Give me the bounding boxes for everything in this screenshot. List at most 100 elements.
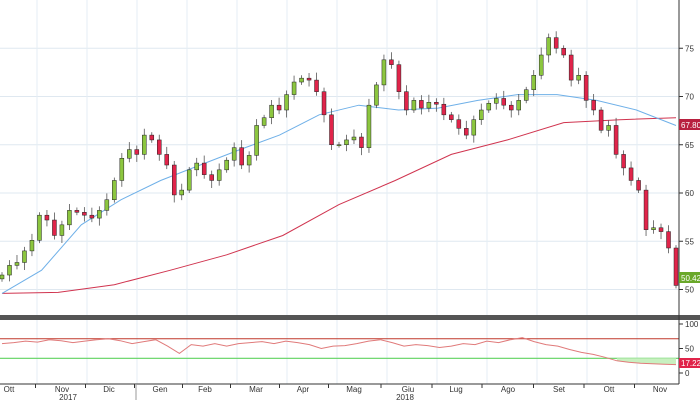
month-label: Mar <box>249 385 263 394</box>
candle-body <box>269 104 274 118</box>
candle-body <box>179 189 184 196</box>
candle-body <box>523 89 529 101</box>
candle-body <box>396 64 402 92</box>
candle <box>89 207 95 223</box>
candles <box>0 31 679 289</box>
month-label: Lug <box>449 385 462 394</box>
candle-body <box>284 94 289 111</box>
candle <box>359 132 364 156</box>
candle <box>224 157 229 173</box>
month-label: Ott <box>604 385 615 394</box>
candle-body <box>29 240 35 252</box>
candle-body <box>494 98 499 104</box>
candle <box>576 67 581 85</box>
candle <box>404 85 409 116</box>
candle-body <box>104 199 110 211</box>
candle <box>37 212 42 244</box>
candle <box>246 151 252 173</box>
candle <box>52 212 57 240</box>
candle <box>636 177 641 193</box>
candle <box>97 206 102 226</box>
time-axis: Ott Nov Dic Gen Feb Mar Apr Mag Giu Lug Ago Set Ott N… <box>4 384 667 400</box>
candle-body <box>598 109 604 131</box>
candle <box>516 93 521 116</box>
candle <box>366 98 372 153</box>
candle-body <box>359 136 364 148</box>
candle <box>381 54 387 92</box>
candle-body <box>112 180 117 201</box>
candle <box>231 142 237 167</box>
month-label: Mag <box>346 385 362 394</box>
candle-body <box>404 91 409 111</box>
candle <box>59 220 65 243</box>
candle-body <box>0 274 5 280</box>
candle-body <box>186 169 192 191</box>
close-last-tag: 50.4200 <box>679 272 700 283</box>
candle <box>22 246 27 271</box>
candle-body <box>336 144 342 146</box>
candle-body <box>479 109 484 120</box>
candle-body <box>254 125 259 156</box>
candle <box>104 193 110 216</box>
month-label: Gen <box>152 385 167 394</box>
candle-body <box>246 155 252 166</box>
candle-body <box>643 189 649 230</box>
price-tick-label: 65 <box>685 141 694 150</box>
candle-body <box>613 125 619 155</box>
candle <box>269 99 274 125</box>
candle-body <box>52 219 57 236</box>
candle-body <box>216 169 222 181</box>
candle-body <box>576 75 581 81</box>
candle <box>568 49 574 87</box>
candle <box>74 207 80 216</box>
candle-body <box>149 134 155 141</box>
candle <box>134 145 140 162</box>
candle-body <box>546 37 551 56</box>
moving-averages <box>1 94 677 294</box>
candle-body <box>344 139 349 146</box>
candle <box>583 71 589 108</box>
candle-body <box>666 231 671 249</box>
candle-body <box>381 59 387 86</box>
candle <box>284 90 289 118</box>
panel-divider[interactable] <box>0 315 700 320</box>
candle <box>82 207 87 222</box>
candle <box>396 60 402 100</box>
candle <box>164 146 170 170</box>
candle-body <box>486 103 492 111</box>
candle <box>209 170 214 188</box>
candle-body <box>82 212 87 216</box>
candle-body <box>231 147 237 161</box>
candle-body <box>22 250 27 263</box>
candle <box>14 254 20 270</box>
candle <box>149 132 155 143</box>
rsi-tick-label: 0 <box>685 369 690 378</box>
price-tick-label: 75 <box>685 44 694 53</box>
candle-body <box>651 227 656 230</box>
candle-body <box>59 224 65 236</box>
candle-body <box>37 214 42 241</box>
ma-long-last-tag: 67.8031 <box>679 119 700 130</box>
candle-body <box>561 48 566 56</box>
candle <box>0 272 5 282</box>
candle <box>508 101 514 118</box>
month-label: Ago <box>501 385 516 394</box>
candle-body <box>157 139 162 155</box>
candle <box>239 140 244 170</box>
year-label: 2018 <box>396 393 414 400</box>
candle-body <box>306 77 312 81</box>
candle <box>426 94 432 113</box>
candle <box>67 204 72 231</box>
candle <box>194 157 199 177</box>
candle <box>261 114 267 129</box>
candle-body <box>531 75 536 90</box>
candle <box>216 163 222 186</box>
candle-body <box>658 227 664 232</box>
candle-body <box>508 104 514 111</box>
candle <box>127 142 132 163</box>
month-label: Apr <box>297 385 310 394</box>
month-label: Giu <box>402 385 414 394</box>
candle <box>142 128 147 160</box>
candle <box>306 72 312 87</box>
candle <box>456 114 462 135</box>
